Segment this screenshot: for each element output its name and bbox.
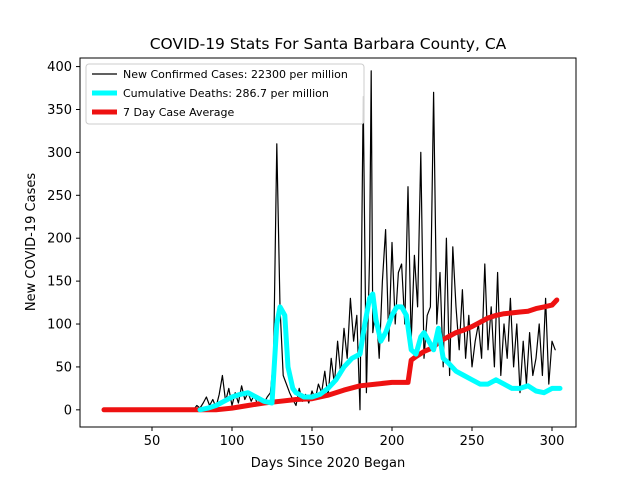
legend-label-new-cases: New Confirmed Cases: 22300 per million (123, 68, 348, 81)
y-tick-label: 50 (55, 360, 72, 375)
series-layer (101, 70, 563, 413)
legend-label-7day-average: 7 Day Case Average (123, 106, 235, 119)
y-tick-label: 100 (47, 318, 72, 333)
legend: New Confirmed Cases: 22300 per million C… (85, 63, 365, 125)
series-line-2 (101, 297, 560, 413)
series-line-1 (197, 291, 563, 413)
x-tick-label: 150 (300, 434, 325, 449)
legend-frame (85, 63, 365, 125)
y-tick-label: 0 (64, 403, 72, 418)
y-tick-label: 200 (47, 232, 72, 247)
x-tick-label: 100 (220, 434, 245, 449)
x-axis-ticks: 50 100 150 200 250 300 (144, 427, 565, 449)
x-tick-label: 50 (144, 434, 161, 449)
x-tick-label: 300 (540, 434, 565, 449)
y-tick-label: 250 (47, 189, 72, 204)
y-axis-ticks: 0 50 100 150 200 250 300 350 400 (47, 60, 80, 418)
x-axis-label: Days Since 2020 Began (251, 456, 406, 471)
y-axis-label: New COVID-19 Cases (24, 173, 39, 311)
y-tick-label: 400 (47, 60, 72, 75)
x-tick-label: 250 (460, 434, 485, 449)
legend-label-deaths: Cumulative Deaths: 286.7 per million (123, 87, 329, 100)
x-tick-label: 200 (380, 434, 405, 449)
y-tick-label: 300 (47, 146, 72, 161)
chart-title: COVID-19 Stats For Santa Barbara County,… (150, 35, 507, 53)
y-tick-label: 350 (47, 103, 72, 118)
y-tick-label: 150 (47, 275, 72, 290)
